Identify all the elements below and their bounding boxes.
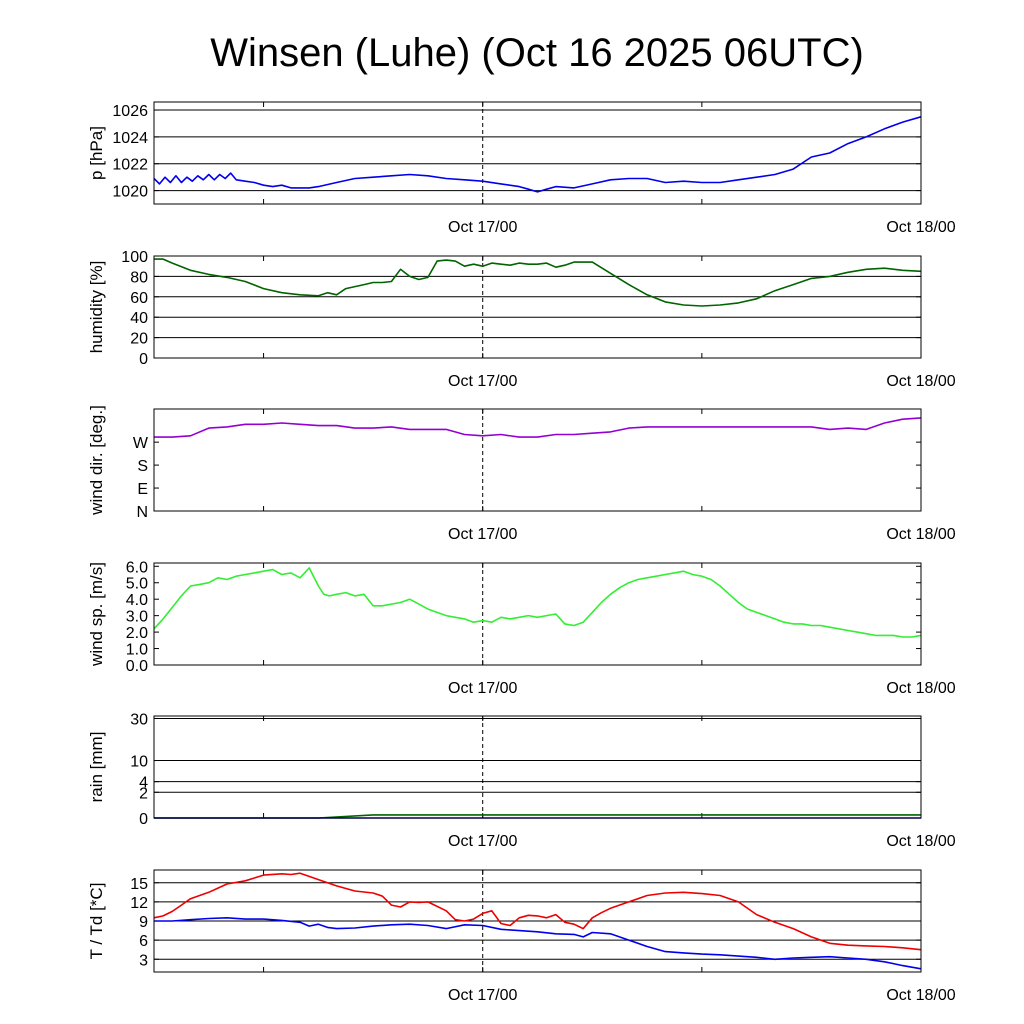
- plot-frame-temperature: [153, 869, 922, 973]
- plot-frame-pressure: [153, 101, 922, 205]
- ytick-label-rain-3: 10: [130, 754, 148, 771]
- ytick-label-wind_speed-4: 4.0: [126, 592, 148, 609]
- plot-frame-humidity: [153, 255, 922, 359]
- ytick-label-humidity-2: 40: [130, 310, 148, 327]
- ytick-label-wind_speed-3: 3.0: [126, 609, 148, 626]
- time-label-rain-1: Oct 18/00: [886, 833, 955, 850]
- ytick-label-wind_speed-0: 0.0: [126, 658, 148, 675]
- time-label-humidity-1: Oct 18/00: [886, 373, 955, 390]
- ytick-label-wind_speed-1: 1.0: [126, 642, 148, 659]
- ytick-label-temperature-4: 15: [130, 876, 148, 893]
- ylabel-temperature: T / Td [*C]: [87, 883, 106, 960]
- ylabel-rain: rain [mm]: [87, 732, 106, 803]
- series-line-pressure-0: [153, 116, 922, 193]
- series-line-humidity-0: [154, 258, 922, 307]
- time-label-humidity-0: Oct 17/00: [448, 373, 517, 390]
- panel-rain: 0 24 10 30 rain [mm] Oct 17/00 Oct 18/00: [87, 711, 956, 850]
- ytick-label-pressure-2: 1024: [112, 130, 148, 147]
- ytick-label-humidity-5: 100: [121, 249, 148, 266]
- ylabel-pressure: p [hPa]: [87, 126, 106, 180]
- time-label-temperature-0: Oct 17/00: [448, 987, 517, 1004]
- ytick-label-pressure-3: 1026: [112, 103, 148, 120]
- ytick-label-pressure-0: 1020: [112, 184, 148, 201]
- plot-frame-wind_direction: [153, 408, 922, 512]
- panel-wind_speed: 0.01.02.03.04.05.06.0 wind sp. [m/s] Oct 1…: [87, 559, 956, 697]
- ytick-label-wind_speed-6: 6.0: [126, 559, 148, 576]
- chart-title: Winsen (Luhe) (Oct 16 2025 06UTC): [210, 31, 864, 75]
- time-label-wind_speed-1: Oct 18/00: [886, 680, 955, 697]
- panel-temperature: 3 6 9 12 15 T / Td [*C] Oct 17/00 Oct 18/00: [87, 869, 956, 1004]
- ytick-label-temperature-3: 12: [130, 895, 148, 912]
- ylabel-humidity: humidity [%]: [87, 261, 106, 354]
- ytick-label-temperature-1: 6: [139, 933, 148, 950]
- time-label-pressure-1: Oct 18/00: [886, 219, 955, 236]
- ytick-label-pressure-1: 1022: [112, 157, 148, 174]
- panel-humidity: 0 20 40 60 80 100 humidity [%] Oct 17/00 Oct 18/…: [87, 249, 956, 390]
- ylabel-wind_direction: wind dir. [deg.]: [87, 405, 106, 516]
- ytick-label-humidity-0: 0: [139, 351, 148, 368]
- plot-frame-rain: [153, 715, 922, 819]
- ytick-label-wind_speed-2: 2.0: [126, 625, 148, 642]
- ytick-label-rain-1: 2: [139, 785, 148, 802]
- plot-frame-wind_speed: [153, 562, 922, 666]
- ytick-label-humidity-3: 60: [130, 290, 148, 307]
- time-label-wind_speed-0: Oct 17/00: [448, 680, 517, 697]
- series-line-wind_direction-0: [154, 417, 922, 438]
- time-label-rain-0: Oct 17/00: [448, 833, 517, 850]
- ytick-label-wind_direction-2: S: [137, 458, 148, 475]
- ytick-label-wind_direction-0: N: [136, 504, 148, 521]
- ytick-label-humidity-4: 80: [130, 269, 148, 286]
- ytick-label-humidity-1: 20: [130, 331, 148, 348]
- ytick-label-wind_direction-3: W: [133, 435, 149, 452]
- series-line-wind_speed-0: [153, 567, 922, 638]
- ytick-label-wind_speed-5: 5.0: [126, 576, 148, 593]
- ytick-label-temperature-0: 3: [139, 952, 148, 969]
- ytick-label-temperature-2: 9: [139, 914, 148, 931]
- time-label-pressure-0: Oct 17/00: [448, 219, 517, 236]
- ytick-label-rain-2: 4: [139, 775, 148, 792]
- time-label-wind_direction-0: Oct 17/00: [448, 526, 517, 543]
- ylabel-wind_speed: wind sp. [m/s]: [87, 562, 106, 667]
- series-line-temperature-1: [154, 916, 922, 970]
- ytick-label-rain-4: 30: [130, 711, 148, 728]
- ytick-label-wind_direction-1: E: [137, 481, 148, 498]
- time-label-temperature-1: Oct 18/00: [886, 987, 955, 1004]
- ytick-label-rain-0: 0: [139, 811, 148, 828]
- panel-pressure: 1020 1022 1024 1026 p [hPa] Oct 17/00 Oct 18/0…: [87, 101, 956, 236]
- time-label-wind_direction-1: Oct 18/00: [886, 526, 955, 543]
- series-line-temperature-0: [153, 872, 922, 951]
